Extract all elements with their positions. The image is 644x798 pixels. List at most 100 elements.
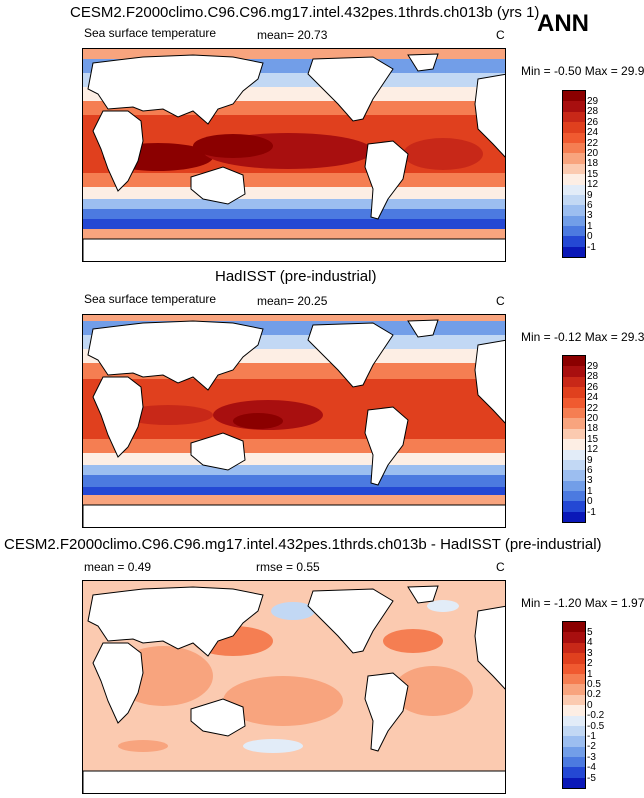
panel-3-minmax: Min = -1.20 Max = 1.97 bbox=[521, 596, 644, 610]
panel-2-map bbox=[82, 314, 506, 528]
panel-2-colorbar-swatch bbox=[563, 387, 585, 398]
panel-2-colorbar-label: 18 bbox=[587, 423, 599, 434]
panel-2-colorbar-label: 1 bbox=[587, 486, 593, 497]
panel-2-colorbar-swatch bbox=[563, 480, 585, 492]
panel-2-colorbar-label: 15 bbox=[587, 434, 599, 445]
panel-3-colorbar-swatch bbox=[563, 622, 585, 633]
panel-1-colorbar-swatch bbox=[563, 226, 585, 237]
panel-3-colorbar-label: -5 bbox=[587, 773, 596, 784]
panel-3-colorbar-label: 0 bbox=[587, 700, 593, 711]
panel-3-colorbar-label: -3 bbox=[587, 752, 596, 763]
panel-3-colorbar-label: -0.2 bbox=[587, 710, 605, 721]
panel-1-colorbar-label: 22 bbox=[587, 138, 599, 149]
panel-1-colorbar-label: 29 bbox=[587, 96, 599, 107]
panel-1-colorbar-label: 3 bbox=[587, 210, 593, 221]
panel-3-colorbar-label: 5 bbox=[587, 627, 593, 638]
panel-2-colorbar-label: 9 bbox=[587, 455, 593, 466]
panel-1-units: C bbox=[496, 28, 505, 42]
panel-3-colorbar-label: 0.5 bbox=[587, 679, 601, 690]
panel-1-colorbar-swatch bbox=[563, 215, 585, 227]
panel-3-colorbar-label: 1 bbox=[587, 669, 593, 680]
panel-2-map-svg bbox=[83, 315, 505, 527]
panel-3-rmse: rmse = 0.55 bbox=[256, 560, 320, 574]
panel-3-colorbar-swatch bbox=[563, 663, 585, 674]
panel-3-colorbar-swatch bbox=[563, 736, 585, 747]
panel-2-colorbar-label: 29 bbox=[587, 361, 599, 372]
panel-2-colorbar-label: -1 bbox=[587, 507, 596, 518]
panel-2-variable: Sea surface temperature bbox=[84, 292, 217, 306]
panel-2-mean: mean= 20.25 bbox=[257, 294, 328, 308]
panel-2-colorbar-label: 0 bbox=[587, 496, 593, 507]
panel-1-colorbar-label: 24 bbox=[587, 127, 599, 138]
panel-1-colorbar-label: 6 bbox=[587, 200, 593, 211]
panel-1-colorbar-swatch bbox=[563, 236, 585, 247]
panel-1-colorbar-swatch bbox=[563, 101, 585, 112]
panel-1-colorbar-label: 15 bbox=[587, 169, 599, 180]
panel-1-colorbar-label: 1 bbox=[587, 221, 593, 232]
panel-1-colorbar-swatch bbox=[563, 163, 585, 175]
panel-3-colorbar-label: 3 bbox=[587, 648, 593, 659]
panel-3-colorbar-swatch bbox=[563, 767, 585, 778]
panel-1-variable: Sea surface temperature bbox=[84, 26, 217, 40]
panel-3-colorbar-swatch bbox=[563, 632, 585, 643]
panel-2-minmax: Min = -0.12 Max = 29.34 bbox=[521, 330, 644, 344]
panel-2-colorbar-swatch bbox=[563, 439, 585, 450]
panel-2-colorbar-swatch bbox=[563, 501, 585, 512]
panel-3-colorbar-swatch bbox=[563, 673, 585, 685]
panel-1-colorbar-label: 0 bbox=[587, 231, 593, 242]
panel-3-colorbar-label: 2 bbox=[587, 658, 593, 669]
panel-1-minmax: Min = -0.50 Max = 29.92 bbox=[521, 64, 644, 78]
panel-1-mean: mean= 20.73 bbox=[257, 28, 328, 42]
panel-2-colorbar-label: 28 bbox=[587, 371, 599, 382]
panel-3-map bbox=[82, 580, 506, 794]
panel-1-map-svg bbox=[83, 49, 505, 261]
panel-2-title: HadISST (pre-industrial) bbox=[215, 268, 377, 285]
panel-2-colorbar-label: 3 bbox=[587, 475, 593, 486]
panel-2-colorbar-label: 12 bbox=[587, 444, 599, 455]
panel-1-colorbar-swatch bbox=[563, 122, 585, 133]
panel-2-colorbar-swatch bbox=[563, 376, 585, 388]
panel-3-colorbar-swatch bbox=[563, 757, 585, 768]
panel-3-colorbar-swatch bbox=[563, 705, 585, 716]
panel-2-colorbar-label: 24 bbox=[587, 392, 599, 403]
panel-2-colorbar-label: 22 bbox=[587, 403, 599, 414]
panel-2-colorbar bbox=[562, 355, 586, 523]
panel-1-colorbar bbox=[562, 90, 586, 258]
panel-3-colorbar-label: -1 bbox=[587, 731, 596, 742]
panel-3-title: CESM2.F2000climo.C96.C96.mg17.intel.432p… bbox=[4, 536, 602, 553]
panel-1-colorbar-swatch bbox=[563, 174, 585, 185]
panel-3-colorbar-swatch bbox=[563, 653, 585, 664]
panel-3-colorbar-swatch bbox=[563, 777, 585, 788]
panel-2-colorbar-swatch bbox=[563, 366, 585, 377]
panel-1-colorbar-swatch bbox=[563, 194, 585, 206]
panel-2-colorbar-swatch bbox=[563, 449, 585, 460]
panel-3-colorbar-swatch bbox=[563, 715, 585, 726]
panel-3-colorbar-swatch bbox=[563, 642, 585, 654]
panel-1-colorbar-label: 20 bbox=[587, 148, 599, 159]
panel-3-colorbar bbox=[562, 621, 586, 789]
panel-3-mean: mean = 0.49 bbox=[84, 560, 152, 574]
panel-1-colorbar-swatch bbox=[563, 153, 585, 164]
panel-3-colorbar-label: -0.5 bbox=[587, 721, 605, 732]
panel-1-colorbar-label: 28 bbox=[587, 106, 599, 117]
panel-1-colorbar-label: 9 bbox=[587, 190, 593, 201]
panel-3-colorbar-swatch bbox=[563, 725, 585, 737]
panel-2-colorbar-swatch bbox=[563, 407, 585, 419]
panel-3-colorbar-swatch bbox=[563, 684, 585, 695]
panel-1-colorbar-swatch bbox=[563, 91, 585, 102]
panel-2-colorbar-swatch bbox=[563, 397, 585, 408]
panel-2-colorbar-swatch bbox=[563, 356, 585, 367]
panel-1-colorbar-label: 26 bbox=[587, 117, 599, 128]
panel-3-colorbar-label: -2 bbox=[587, 741, 596, 752]
panel-1-colorbar-swatch bbox=[563, 132, 585, 143]
panel-3-colorbar-label: -4 bbox=[587, 762, 596, 773]
panel-3-colorbar-swatch bbox=[563, 694, 585, 706]
panel-1-colorbar-label: 12 bbox=[587, 179, 599, 190]
panel-1-colorbar-swatch bbox=[563, 205, 585, 216]
panel-2-colorbar-label: 20 bbox=[587, 413, 599, 424]
panel-3-colorbar-label: 0.2 bbox=[587, 689, 601, 700]
panel-1-title: CESM2.F2000climo.C96.C96.mg17.intel.432p… bbox=[70, 4, 540, 21]
panel-2-colorbar-label: 6 bbox=[587, 465, 593, 476]
panel-2-colorbar-swatch bbox=[563, 418, 585, 429]
panel-2-colorbar-swatch bbox=[563, 470, 585, 481]
